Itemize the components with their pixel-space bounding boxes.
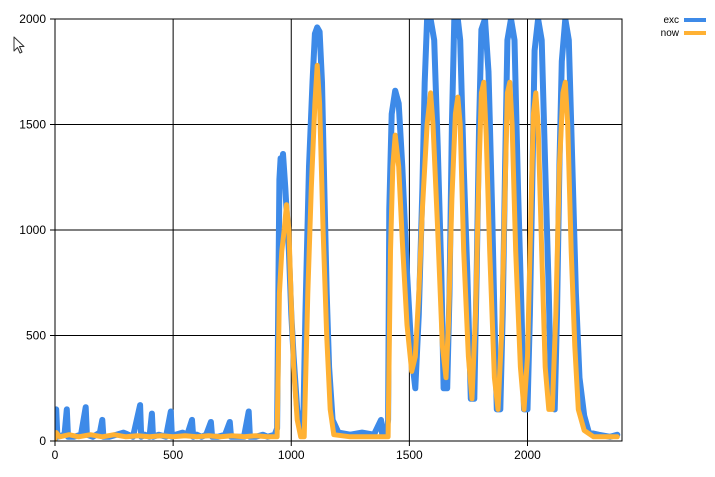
y-tick-label: 0 [39, 434, 46, 448]
mouse-pointer-icon [13, 36, 25, 54]
legend-label-exc: exc [663, 15, 679, 26]
y-tick-label: 1500 [19, 118, 46, 132]
x-tick-label: 500 [163, 448, 183, 462]
y-tick-label: 2000 [19, 12, 46, 26]
x-tick-label: 2000 [514, 448, 541, 462]
series-lines [55, 19, 621, 441]
grid-lines [55, 19, 622, 441]
x-tick-label: 1000 [278, 448, 305, 462]
y-tick-label: 500 [26, 329, 46, 343]
x-tick-label: 0 [52, 448, 59, 462]
y-tick-label: 1000 [19, 223, 46, 237]
series-line-now [55, 62, 620, 441]
legend: exc now [661, 15, 706, 39]
tick-labels: 0 500 1000 1500 2000 0 500 1000 1500 2000 [19, 12, 541, 462]
legend-label-now: now [661, 28, 680, 39]
axes [50, 18, 623, 446]
x-tick-label: 1500 [396, 448, 423, 462]
